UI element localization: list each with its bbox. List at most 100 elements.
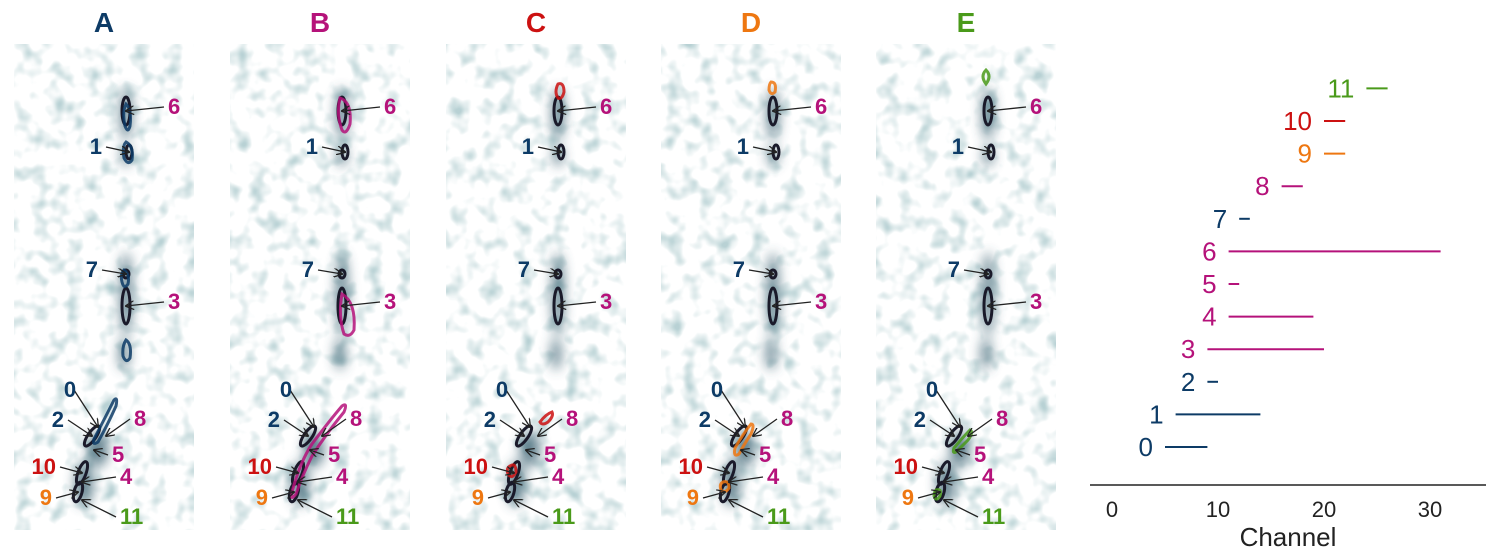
panel-title: B [310,7,330,38]
pointer-arrow [283,419,308,436]
channel-range-10: 10 [1283,106,1346,136]
channel-range-1: 1 [1149,399,1261,429]
component-label: 4 [982,464,995,489]
component-label: 1 [952,134,964,159]
component-label: 8 [566,406,578,431]
component-label: 6 [384,94,396,119]
pointer-arrow [126,107,165,111]
channel-range-label: 10 [1283,106,1312,136]
pointer-arrow [106,418,131,436]
component-label: 3 [1030,289,1042,314]
pointer-arrow [126,302,165,306]
channel-range-label: 3 [1181,334,1195,364]
component-label: 10 [464,454,488,479]
panel-title: C [526,7,546,38]
channel-range-label: 4 [1202,302,1216,332]
channel-range-8: 8 [1255,171,1303,201]
pointer-arrow [322,418,347,436]
channel-range-label: 7 [1213,204,1227,234]
component-label: 8 [350,406,362,431]
component-label: 7 [948,257,960,282]
component-label: 1 [90,134,102,159]
component-label: 2 [484,407,496,432]
pointer-arrow [748,270,773,274]
pointer-arrow [537,147,561,152]
pointer-arrow [944,477,979,482]
pointer-arrow [988,302,1027,306]
pointer-arrow [82,500,117,518]
component-label: 0 [926,377,938,402]
pointer-arrow [491,466,514,473]
panel-c: C 0 1 2 3 45 6 7 8 9 10 11 [446,7,626,530]
component-label: 10 [32,454,56,479]
pointer-arrow [988,107,1027,111]
pointer-arrow [702,492,725,499]
pointer-arrow [714,419,739,436]
component-contour [338,291,356,337]
channel-range-11: 11 [1327,73,1388,103]
component-label: 11 [767,504,790,529]
pointer-arrow [935,389,960,427]
pointer-arrow [921,466,944,473]
component-label: 7 [733,257,745,282]
component-label: 0 [711,377,723,402]
component-label: 2 [699,407,711,432]
component-contour [767,80,777,96]
pointer-arrow [929,419,954,436]
channel-range-label: 11 [1327,73,1354,103]
pointer-arrow [499,419,524,436]
pointer-arrow [741,450,756,455]
pointer-arrow [526,450,541,455]
pointer-arrow [538,418,563,436]
channel-range-9: 9 [1298,139,1346,169]
component-label: 8 [781,406,793,431]
component-label: 6 [1030,94,1042,119]
x-tick-label: 20 [1312,497,1336,522]
map-panels: A01234567891011B01234567891011C012345678… [14,7,1056,530]
channel-range-label: 0 [1139,432,1153,462]
component-label: 10 [894,454,918,479]
panel-e: E 0 1 2 3 45 6 7 8 9 10 11 [876,7,1056,530]
pointer-arrow [773,107,812,111]
pointer-arrow [82,477,117,482]
component-label: 1 [522,134,534,159]
pointer-arrow [101,270,126,274]
component-label: 11 [120,504,143,529]
component-label: 1 [737,134,749,159]
channel-range-3: 3 [1181,334,1324,364]
component-label: 11 [552,504,575,529]
x-axis-label: Channel [1240,522,1337,550]
panel-d: D 0 1 2 3 45 6 7 8 9 10 11 [661,7,841,530]
component-label: 4 [552,464,565,489]
channel-range-label: 5 [1202,269,1216,299]
component-label: 11 [982,504,1005,529]
pointer-arrow [298,500,333,518]
channel-range-label: 8 [1255,171,1269,201]
x-tick-label: 0 [1106,497,1118,522]
component-label: 9 [687,485,699,510]
channel-range-7: 7 [1213,204,1250,234]
component-label: 3 [384,289,396,314]
pointer-arrow [558,107,597,111]
component-label: 3 [600,289,612,314]
component-contour [92,397,119,445]
channel-range-4: 4 [1202,302,1314,332]
pointer-arrow [321,147,345,152]
pointer-arrow [956,450,971,455]
component-label: 5 [974,442,986,467]
component-label: 0 [64,377,76,402]
panel-title: A [94,7,114,38]
x-tick-label: 30 [1418,497,1442,522]
component-label: 8 [134,406,146,431]
panel-title: D [741,7,761,38]
component-label: 5 [328,442,340,467]
channel-range-0: 0 [1139,432,1208,462]
component-label: 3 [168,289,180,314]
pointer-arrow [558,302,597,306]
component-label: 10 [679,454,703,479]
pointer-arrow [917,492,940,499]
pointer-arrow [342,107,381,111]
component-contour [981,67,991,87]
pointer-arrow [94,450,109,455]
pointer-arrow [59,466,82,473]
